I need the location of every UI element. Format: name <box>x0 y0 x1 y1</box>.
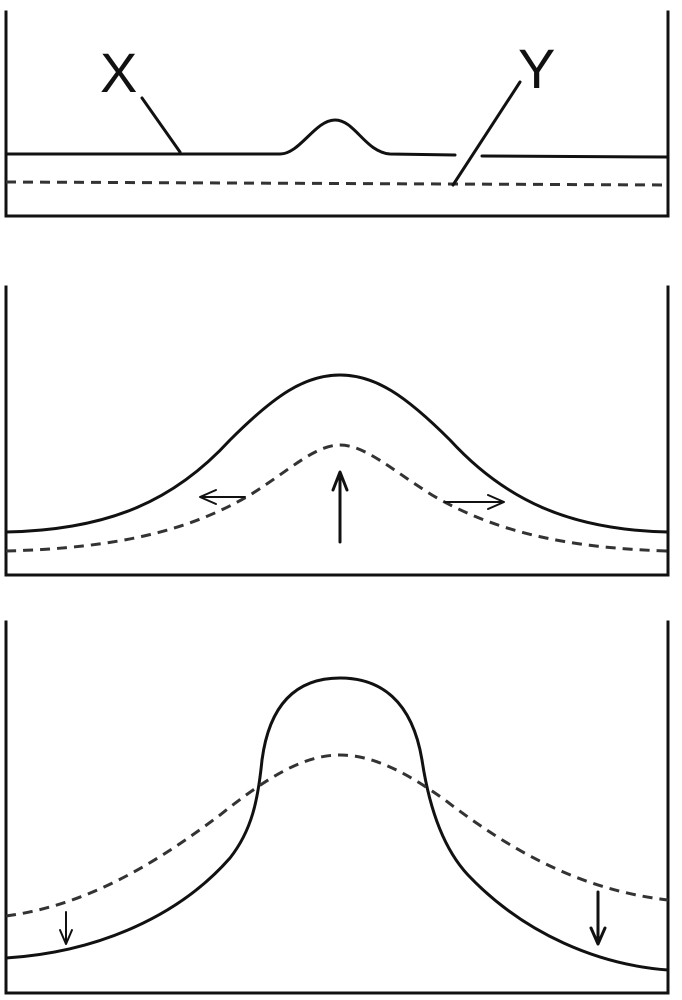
panel-1-frame <box>4 10 670 218</box>
panel-1-dashed-line-y <box>5 180 669 187</box>
label-y: Y <box>518 37 555 100</box>
panel-2-right-arrow-head <box>487 494 505 510</box>
panel-1: X Y <box>4 10 670 218</box>
panel-3-frame <box>4 620 670 995</box>
panel-2-up-arrow-head <box>331 470 349 492</box>
panel-2 <box>4 285 670 577</box>
panel-2-dashed-curve <box>5 443 669 553</box>
panel-3-dashed-curve <box>5 753 669 918</box>
panel-2-left-arrow-head <box>199 489 217 505</box>
panel-3-left-down-arrow-head <box>59 929 73 945</box>
panel-3 <box>4 620 670 995</box>
panel-3-right-down-arrow-head <box>589 926 607 946</box>
panel-3-solid-curve <box>4 676 670 972</box>
label-x: X <box>100 41 137 104</box>
label-x-leader <box>140 96 182 154</box>
panel-2-frame <box>4 285 670 577</box>
panel-2-solid-curve <box>4 373 670 534</box>
panel-1-solid-line-x-right <box>480 154 670 159</box>
panel-1-solid-line-x <box>4 118 457 157</box>
label-y-leader <box>451 80 522 187</box>
